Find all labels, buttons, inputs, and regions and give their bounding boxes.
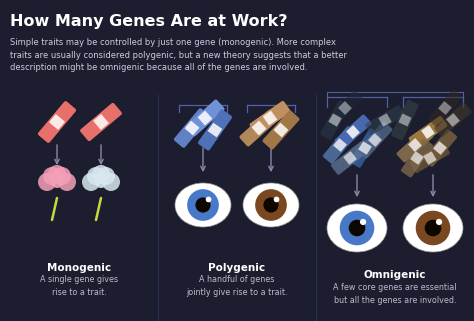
FancyBboxPatch shape [428, 89, 462, 127]
FancyBboxPatch shape [208, 123, 222, 137]
FancyBboxPatch shape [378, 113, 392, 126]
FancyBboxPatch shape [365, 105, 405, 135]
FancyBboxPatch shape [327, 90, 363, 126]
FancyBboxPatch shape [335, 115, 372, 150]
FancyBboxPatch shape [263, 110, 300, 150]
FancyBboxPatch shape [198, 109, 232, 151]
FancyBboxPatch shape [263, 111, 277, 125]
Circle shape [92, 165, 110, 183]
Circle shape [264, 197, 279, 213]
FancyBboxPatch shape [349, 128, 381, 168]
FancyBboxPatch shape [93, 114, 109, 130]
Circle shape [53, 167, 71, 185]
FancyBboxPatch shape [239, 109, 279, 147]
FancyBboxPatch shape [433, 141, 447, 155]
FancyBboxPatch shape [185, 121, 199, 135]
Circle shape [48, 165, 66, 183]
Ellipse shape [175, 183, 231, 227]
Text: Monogenic: Monogenic [47, 263, 111, 273]
Ellipse shape [243, 183, 299, 227]
Circle shape [349, 220, 365, 236]
Circle shape [51, 176, 63, 188]
FancyBboxPatch shape [396, 127, 434, 162]
FancyBboxPatch shape [368, 133, 382, 147]
Text: Simple traits may be controlled by just one gene (monogenic). More complex
trait: Simple traits may be controlled by just … [10, 38, 347, 72]
FancyBboxPatch shape [198, 111, 212, 125]
Ellipse shape [403, 204, 463, 252]
FancyBboxPatch shape [249, 101, 291, 135]
Circle shape [255, 189, 287, 221]
FancyBboxPatch shape [423, 129, 457, 167]
FancyBboxPatch shape [273, 123, 288, 137]
FancyBboxPatch shape [358, 142, 372, 155]
FancyBboxPatch shape [252, 121, 266, 135]
FancyBboxPatch shape [357, 121, 392, 159]
FancyBboxPatch shape [434, 103, 472, 137]
FancyBboxPatch shape [410, 152, 424, 165]
FancyBboxPatch shape [399, 114, 411, 126]
FancyBboxPatch shape [185, 100, 225, 136]
Text: A handful of genes
jointly give rise to a trait.: A handful of genes jointly give rise to … [186, 275, 288, 297]
Circle shape [340, 211, 374, 245]
Circle shape [82, 173, 100, 191]
Circle shape [102, 173, 120, 191]
Circle shape [95, 176, 107, 188]
Circle shape [425, 220, 441, 236]
FancyBboxPatch shape [80, 103, 122, 141]
Circle shape [436, 219, 442, 225]
Circle shape [416, 211, 450, 245]
Text: A few core genes are essential
but all the genes are involved.: A few core genes are essential but all t… [333, 283, 457, 305]
Circle shape [360, 219, 366, 225]
FancyBboxPatch shape [401, 139, 433, 178]
Circle shape [187, 189, 219, 221]
Circle shape [195, 197, 210, 213]
FancyBboxPatch shape [346, 125, 360, 139]
FancyBboxPatch shape [174, 108, 210, 148]
FancyBboxPatch shape [391, 100, 419, 140]
FancyBboxPatch shape [331, 141, 369, 175]
Ellipse shape [327, 204, 387, 252]
FancyBboxPatch shape [446, 113, 460, 127]
FancyBboxPatch shape [323, 126, 357, 164]
Circle shape [273, 196, 279, 202]
Circle shape [58, 173, 76, 191]
Text: Polygenic: Polygenic [209, 263, 265, 273]
FancyBboxPatch shape [38, 101, 76, 143]
Circle shape [43, 167, 61, 185]
Text: A single gene gives
rise to a trait.: A single gene gives rise to a trait. [40, 275, 118, 297]
Circle shape [97, 167, 115, 185]
FancyBboxPatch shape [408, 138, 422, 152]
FancyBboxPatch shape [343, 151, 357, 165]
Circle shape [87, 167, 105, 185]
FancyBboxPatch shape [333, 138, 347, 152]
FancyBboxPatch shape [421, 125, 435, 139]
Text: How Many Genes Are at Work?: How Many Genes Are at Work? [10, 14, 288, 29]
Circle shape [206, 196, 211, 202]
FancyBboxPatch shape [409, 116, 447, 148]
FancyBboxPatch shape [423, 152, 437, 165]
Circle shape [38, 173, 56, 191]
FancyBboxPatch shape [320, 100, 350, 140]
FancyBboxPatch shape [338, 101, 352, 115]
FancyBboxPatch shape [438, 101, 452, 115]
FancyBboxPatch shape [328, 114, 342, 126]
FancyBboxPatch shape [410, 143, 450, 173]
Text: Omnigenic: Omnigenic [364, 270, 426, 280]
FancyBboxPatch shape [49, 114, 65, 130]
